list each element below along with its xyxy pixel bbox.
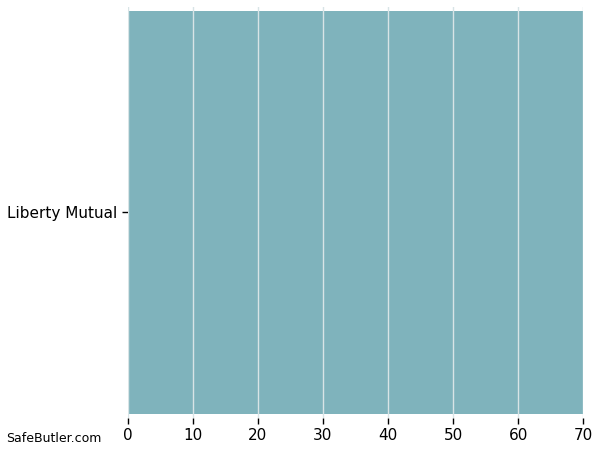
Text: SafeButler.com: SafeButler.com [6,432,101,446]
